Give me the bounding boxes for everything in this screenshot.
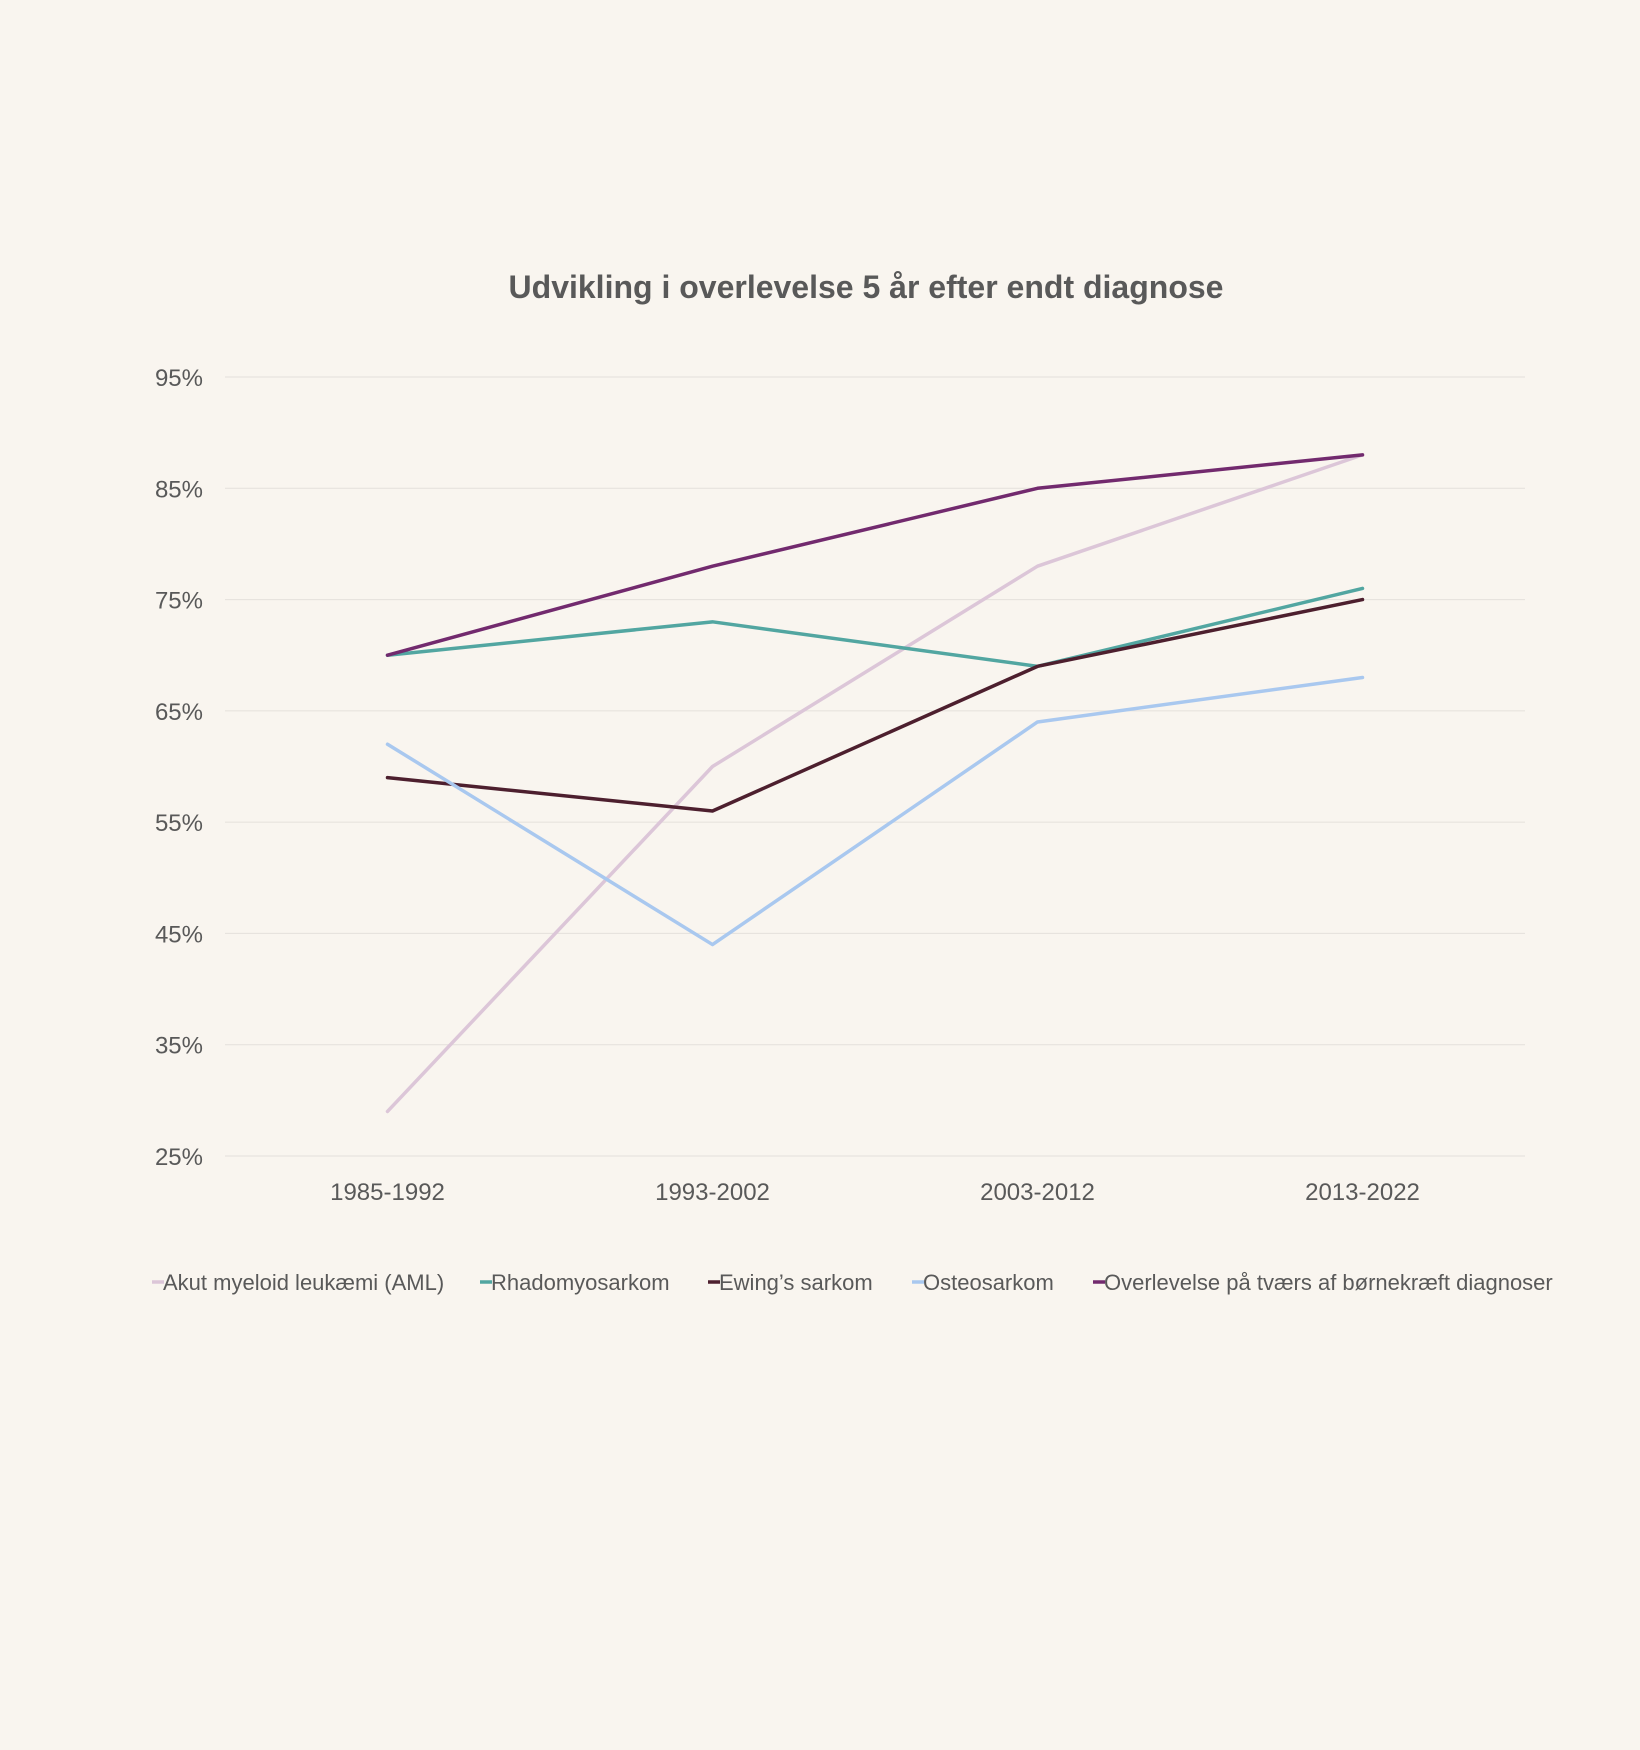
legend-label: Osteosarkom (923, 1270, 1054, 1295)
series-line-4 (385, 675, 1365, 947)
legend-label: Rhadomyosarkom (491, 1270, 670, 1295)
series-line-1 (385, 453, 1365, 1114)
y-tick-label: 85% (155, 476, 203, 503)
chart-title: Udvikling i overlevelse 5 år efter endt … (509, 269, 1224, 305)
x-tick-label: 1993-2002 (655, 1179, 770, 1206)
legend-label: Overlevelse på tværs af børnekræft diagn… (1104, 1270, 1553, 1295)
legend-label: Akut myeloid leukæmi (AML) (163, 1270, 444, 1295)
legend-item: Osteosarkom (912, 1270, 1054, 1295)
series-line-5 (385, 453, 1365, 657)
x-tick-label: 1985-1992 (330, 1179, 445, 1206)
legend-item: Rhadomyosarkom (480, 1270, 670, 1295)
y-tick-label: 35% (155, 1033, 203, 1060)
x-axis-ticks: 1985-1992 1993-2002 2003-2012 2013-2022 (330, 1179, 1420, 1206)
y-tick-label: 25% (155, 1144, 203, 1171)
y-tick-label: 45% (155, 921, 203, 948)
y-tick-label: 55% (155, 810, 203, 837)
x-tick-label: 2013-2022 (1305, 1179, 1420, 1206)
y-tick-label: 95% (155, 365, 203, 392)
gridlines (225, 376, 1525, 1157)
legend: Akut myeloid leukæmi (AML) Rhadomyosarkom… (152, 1270, 1553, 1295)
x-tick-label: 2003-2012 (980, 1179, 1095, 1206)
legend-item: Akut myeloid leukæmi (AML) (152, 1270, 444, 1295)
y-tick-label: 65% (155, 699, 203, 726)
legend-item: Ewing’s sarkom (708, 1270, 873, 1295)
y-axis-ticks: 95% 85% 75% 65% 55% 45% 35% 25% (155, 365, 203, 1171)
legend-item: Overlevelse på tværs af børnekræft diagn… (1093, 1270, 1553, 1295)
series-lines (385, 453, 1365, 1114)
series-line-3 (385, 597, 1365, 813)
legend-label: Ewing’s sarkom (719, 1270, 873, 1295)
series-line-2 (385, 586, 1365, 669)
y-tick-label: 75% (155, 588, 203, 615)
